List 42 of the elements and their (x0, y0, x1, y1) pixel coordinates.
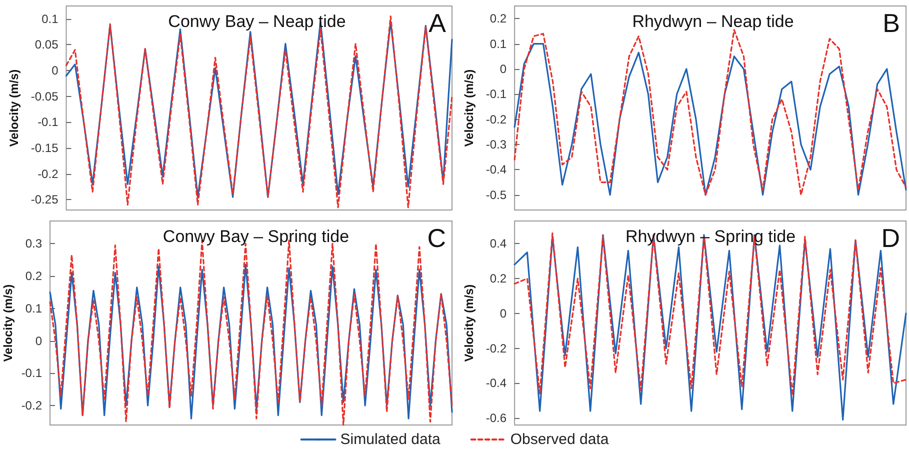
y-tick-label: -0.15 (30, 141, 59, 156)
annotation: A (428, 8, 447, 38)
y-tick-label: 0.1 (42, 12, 59, 26)
legend-label: Observed data (510, 431, 610, 448)
y-tick-label: -0.1 (486, 87, 507, 102)
y-axis-title: Velocity (m/s) (462, 69, 476, 147)
annotation: D (881, 223, 900, 253)
y-tick-label: -0.6 (486, 411, 507, 426)
y-tick-label: 0.1 (25, 301, 42, 316)
y-tick-label: -0.1 (38, 115, 59, 130)
y-axis-title: Velocity (m/s) (7, 69, 21, 147)
y-tick-label: 0.1 (490, 36, 507, 51)
y-tick-label: 0.2 (490, 272, 507, 286)
y-tick-label: 0 (500, 306, 507, 320)
y-tick-label: 0 (52, 64, 59, 78)
legend-label: Simulated data (340, 431, 441, 448)
chart-title: Conwy Bay – Spring tide (162, 227, 350, 246)
line-series (49, 264, 453, 420)
y-tick-label: 0.2 (490, 12, 507, 26)
y-tick-label: -0.2 (486, 341, 507, 356)
y-tick-label: 0 (35, 334, 42, 348)
y-tick-label: 0.3 (25, 236, 42, 251)
chart-title: Rhydwyn – Neap tide (632, 12, 794, 31)
y-tick-label: 0 (500, 62, 507, 76)
y-tick-label: -0.25 (30, 192, 59, 207)
y-tick-label: 0.05 (34, 38, 59, 52)
y-tick-label: -0.1 (21, 366, 42, 380)
y-tick-label: -0.05 (30, 89, 59, 104)
annotation: C (427, 223, 446, 253)
y-axis-title: Velocity (m/s) (462, 284, 476, 362)
y-tick-label: 0.2 (25, 269, 42, 284)
y-axis-title: Velocity (m/s) (1, 284, 15, 362)
annotation: B (882, 8, 900, 38)
y-tick-label: -0.4 (486, 376, 507, 390)
y-tick-label: 0.4 (490, 236, 507, 251)
y-tick-label: -0.2 (486, 112, 507, 126)
y-tick-label: -0.3 (486, 138, 507, 152)
y-tick-label: -0.2 (21, 398, 42, 413)
y-tick-label: -0.2 (38, 166, 59, 181)
chart-title: Conwy Bay – Neap tide (168, 12, 346, 31)
y-tick-label: -0.5 (486, 188, 507, 202)
y-tick-label: -0.4 (486, 162, 507, 177)
